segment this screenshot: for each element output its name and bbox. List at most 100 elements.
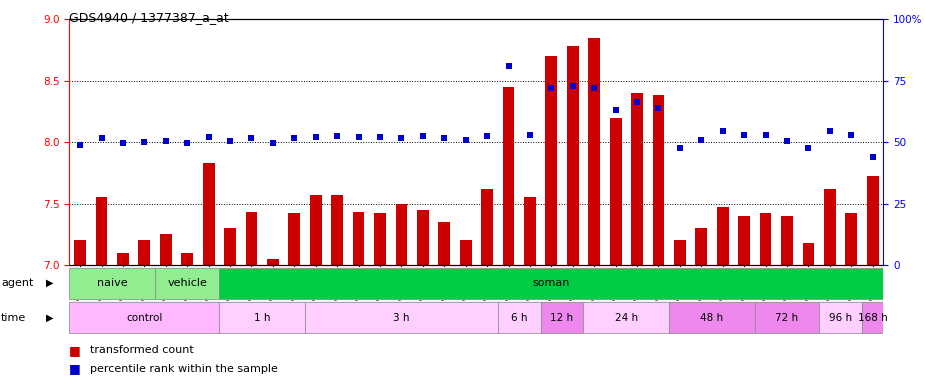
Bar bbox=[803, 243, 814, 265]
Point bbox=[308, 134, 323, 140]
Bar bbox=[631, 93, 643, 265]
Bar bbox=[117, 253, 129, 265]
Bar bbox=[610, 118, 622, 265]
Bar bbox=[588, 38, 600, 265]
Bar bbox=[669, 302, 755, 333]
Bar bbox=[396, 204, 407, 265]
Point bbox=[715, 128, 730, 134]
Bar bbox=[181, 253, 193, 265]
Text: 72 h: 72 h bbox=[775, 313, 798, 323]
Bar bbox=[289, 214, 301, 265]
Point bbox=[352, 134, 366, 140]
Point bbox=[844, 132, 858, 138]
Point bbox=[694, 137, 709, 143]
Point bbox=[265, 140, 280, 146]
Point bbox=[651, 104, 666, 111]
Text: soman: soman bbox=[533, 278, 570, 288]
Point bbox=[822, 128, 837, 134]
Point bbox=[287, 135, 302, 141]
Bar bbox=[845, 214, 857, 265]
Point bbox=[137, 139, 152, 145]
Bar bbox=[460, 240, 472, 265]
Bar bbox=[155, 268, 219, 299]
Text: 6 h: 6 h bbox=[511, 313, 527, 323]
Bar bbox=[781, 216, 793, 265]
Text: 48 h: 48 h bbox=[700, 313, 723, 323]
Bar bbox=[219, 302, 305, 333]
Point bbox=[94, 135, 109, 141]
Point bbox=[394, 135, 409, 141]
Bar bbox=[245, 212, 257, 265]
Bar bbox=[69, 268, 155, 299]
Bar bbox=[824, 189, 835, 265]
Bar bbox=[417, 210, 428, 265]
Bar bbox=[584, 302, 669, 333]
Bar bbox=[219, 268, 883, 299]
Bar bbox=[352, 212, 364, 265]
Point bbox=[780, 138, 795, 144]
Text: GDS4940 / 1377387_a_at: GDS4940 / 1377387_a_at bbox=[69, 12, 229, 25]
Point bbox=[758, 132, 773, 138]
Point bbox=[458, 137, 473, 143]
Point bbox=[202, 134, 216, 140]
Bar bbox=[438, 222, 450, 265]
Text: 168 h: 168 h bbox=[857, 313, 888, 323]
Point bbox=[565, 83, 580, 89]
Text: agent: agent bbox=[1, 278, 33, 288]
Point bbox=[630, 98, 645, 104]
Text: 96 h: 96 h bbox=[829, 313, 852, 323]
Text: ■: ■ bbox=[69, 344, 81, 357]
Point bbox=[223, 138, 238, 144]
Bar bbox=[305, 302, 498, 333]
Bar bbox=[652, 95, 664, 265]
Point bbox=[609, 107, 623, 113]
Text: ▶: ▶ bbox=[46, 313, 54, 323]
Bar bbox=[524, 197, 536, 265]
Point bbox=[158, 138, 173, 144]
Point bbox=[244, 135, 259, 141]
Bar bbox=[540, 302, 584, 333]
Bar bbox=[95, 197, 107, 265]
Text: 12 h: 12 h bbox=[550, 313, 574, 323]
Point bbox=[736, 132, 751, 138]
Bar bbox=[310, 195, 322, 265]
Point bbox=[437, 135, 451, 141]
Bar bbox=[759, 214, 771, 265]
Text: time: time bbox=[1, 313, 26, 323]
Point bbox=[865, 154, 880, 160]
Bar bbox=[546, 56, 557, 265]
Bar bbox=[69, 302, 219, 333]
Point bbox=[586, 85, 601, 91]
Bar bbox=[374, 214, 386, 265]
Bar bbox=[224, 228, 236, 265]
Point bbox=[373, 134, 388, 140]
Bar bbox=[755, 302, 820, 333]
Bar bbox=[674, 240, 685, 265]
Bar bbox=[567, 46, 579, 265]
Bar bbox=[267, 259, 278, 265]
Bar bbox=[203, 163, 215, 265]
Point bbox=[672, 145, 687, 151]
Bar bbox=[502, 87, 514, 265]
Point bbox=[116, 140, 130, 146]
Bar bbox=[820, 302, 862, 333]
Point bbox=[544, 85, 559, 91]
Text: 3 h: 3 h bbox=[393, 313, 410, 323]
Point bbox=[523, 132, 537, 138]
Point bbox=[801, 145, 816, 151]
Bar bbox=[862, 302, 883, 333]
Text: transformed count: transformed count bbox=[90, 345, 193, 355]
Text: 24 h: 24 h bbox=[615, 313, 638, 323]
Bar bbox=[74, 240, 86, 265]
Point bbox=[179, 140, 194, 146]
Point bbox=[73, 141, 88, 147]
Text: control: control bbox=[126, 313, 163, 323]
Text: ▶: ▶ bbox=[46, 278, 54, 288]
Text: ■: ■ bbox=[69, 362, 81, 375]
Bar bbox=[717, 207, 729, 265]
Bar bbox=[481, 189, 493, 265]
Text: 1 h: 1 h bbox=[254, 313, 270, 323]
Point bbox=[329, 133, 344, 139]
Bar bbox=[696, 228, 708, 265]
Text: percentile rank within the sample: percentile rank within the sample bbox=[90, 364, 278, 374]
